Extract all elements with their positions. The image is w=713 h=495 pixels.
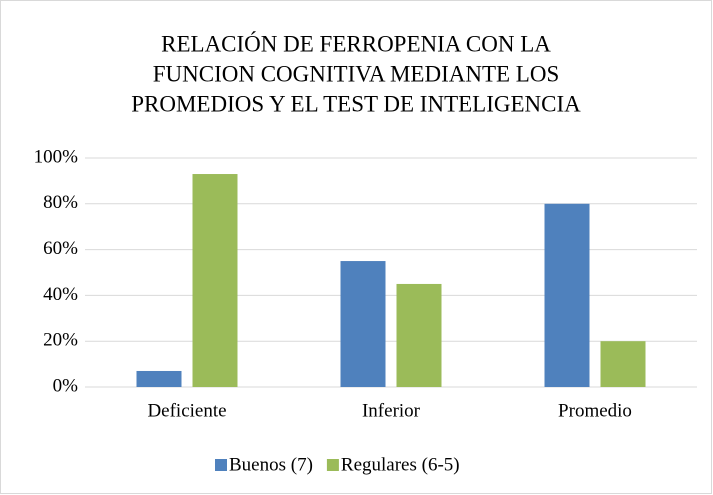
bar xyxy=(396,283,442,387)
bar xyxy=(136,370,182,387)
y-tick-label: 60% xyxy=(43,238,78,259)
y-tick-label: 80% xyxy=(43,192,78,213)
legend-swatch xyxy=(215,459,227,471)
chart-title: RELACIÓN DE FERROPENIA CON LA xyxy=(161,30,551,56)
legend-label: Buenos (7) xyxy=(229,454,313,475)
bar xyxy=(340,261,386,387)
bar xyxy=(192,174,238,387)
y-tick-label: 20% xyxy=(43,330,78,351)
y-tick-label: 100% xyxy=(34,146,79,167)
x-tick-label: Promedio xyxy=(558,400,632,421)
legend-label: Regulares (6-5) xyxy=(341,454,460,475)
legend-swatch xyxy=(326,459,339,471)
chart-title: PROMEDIOS Y EL TEST DE INTELIGENCIA xyxy=(131,91,581,116)
bar xyxy=(600,341,646,387)
y-tick-label: 0% xyxy=(53,375,79,396)
y-tick-label: 40% xyxy=(43,284,78,305)
bar xyxy=(544,203,590,387)
chart-title: FUNCION COGNITIVA MEDIANTE LOS xyxy=(153,61,560,86)
x-tick-label: Deficiente xyxy=(147,400,226,421)
x-tick-label: Inferior xyxy=(362,400,421,421)
